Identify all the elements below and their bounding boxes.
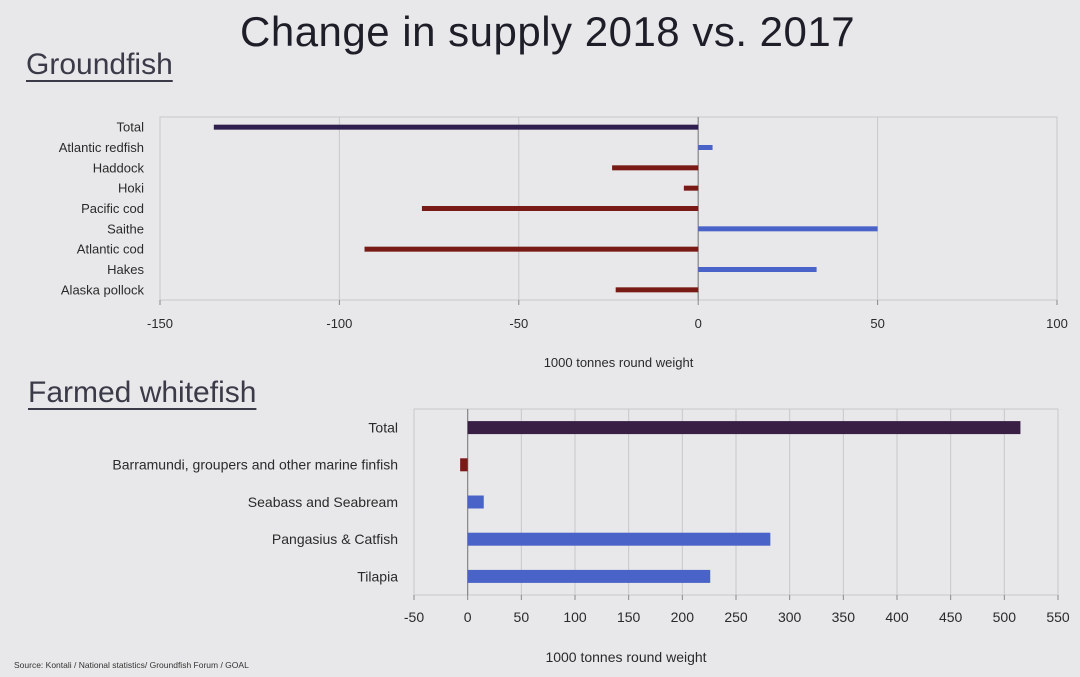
x-tick-label: 100	[563, 609, 587, 625]
x-tick-label: 50	[870, 316, 884, 331]
x-axis-label: 1000 tonnes round weight	[544, 355, 694, 370]
category-label: Pacific cod	[81, 201, 144, 216]
category-label: Atlantic redfish	[59, 140, 144, 155]
category-label: Alaska pollock	[61, 282, 145, 297]
slide-title: Change in supply 2018 vs. 2017	[240, 8, 856, 55]
bar-atlantic-redfish	[698, 145, 713, 150]
category-label: Total	[117, 120, 145, 135]
x-tick-label: -150	[147, 316, 173, 331]
x-tick-label: 350	[832, 609, 856, 625]
x-tick-label: 100	[1046, 316, 1068, 331]
x-tick-label: -50	[404, 609, 424, 625]
farmed-whitefish-section-title: Farmed whitefish	[28, 376, 257, 409]
category-label: Hakes	[107, 262, 144, 277]
category-label: Haddock	[93, 160, 145, 175]
category-label: Saithe	[107, 221, 144, 236]
x-tick-label: -100	[326, 316, 352, 331]
x-tick-label: 150	[617, 609, 641, 625]
category-label: Pangasius & Catfish	[272, 531, 398, 547]
bar-pangasius-catfish	[467, 532, 771, 546]
bar-hoki	[683, 185, 699, 191]
bar-alaska-pollock	[615, 287, 699, 293]
groundfish-section-title: Groundfish	[26, 48, 173, 81]
x-tick-label: 500	[993, 609, 1017, 625]
bar-haddock	[612, 165, 699, 171]
x-axis-label: 1000 tonnes round weight	[545, 649, 706, 665]
bar-pacific-cod	[421, 206, 699, 211]
bar-barramundi-groupers-and-other-marine-finfish	[460, 458, 468, 472]
x-tick-label: -50	[509, 316, 528, 331]
x-tick-label: 550	[1046, 609, 1070, 625]
bar-total	[213, 124, 699, 130]
category-label: Hoki	[118, 181, 144, 196]
x-tick-label: 200	[671, 609, 695, 625]
bar-total	[467, 421, 1021, 435]
source-note: Source: Kontali / National statistics/ G…	[14, 660, 249, 670]
bar-tilapia	[467, 569, 711, 583]
bar-atlantic-cod	[364, 246, 699, 252]
category-label: Total	[368, 420, 398, 436]
x-tick-label: 400	[885, 609, 909, 625]
bar-seabass-and-seabream	[467, 495, 484, 509]
x-tick-label: 0	[464, 609, 472, 625]
x-tick-label: 0	[695, 316, 702, 331]
bar-hakes	[698, 267, 817, 272]
x-tick-label: 300	[778, 609, 802, 625]
x-tick-label: 50	[514, 609, 530, 625]
category-label: Seabass and Seabream	[248, 494, 398, 510]
x-tick-label: 450	[939, 609, 963, 625]
bar-saithe	[698, 226, 878, 232]
x-tick-label: 250	[724, 609, 748, 625]
category-label: Atlantic cod	[77, 242, 144, 257]
category-label: Barramundi, groupers and other marine fi…	[112, 457, 398, 473]
category-label: Tilapia	[357, 568, 398, 584]
